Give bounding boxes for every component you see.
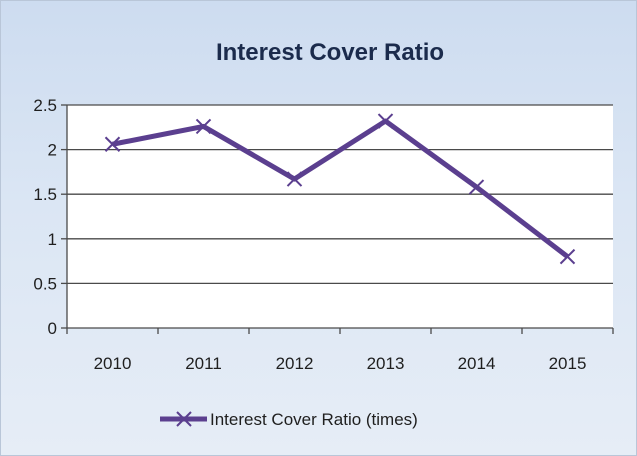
data-point-marker <box>468 179 485 195</box>
y-tick-label: 2 <box>48 141 57 160</box>
x-tick-label: 2012 <box>276 354 314 373</box>
x-tick-label: 2011 <box>185 354 222 373</box>
legend: Interest Cover Ratio (times) <box>160 410 418 429</box>
data-point-marker <box>377 113 394 129</box>
data-point-marker <box>559 248 576 265</box>
legend-marker-icon <box>176 411 192 427</box>
data-point-marker <box>104 136 121 152</box>
x-tick-label: 2015 <box>549 354 587 373</box>
x-tick-label: 2010 <box>94 354 132 373</box>
plot-background <box>67 105 613 328</box>
data-point-marker <box>195 118 212 135</box>
chart-title: Interest Cover Ratio <box>216 39 444 66</box>
y-tick-label: 1 <box>48 230 57 249</box>
y-tick-label: 2.5 <box>33 96 57 115</box>
data-point-marker <box>286 171 303 187</box>
y-tick-label: 0 <box>48 319 57 338</box>
y-tick-label: 1.5 <box>33 185 57 204</box>
legend-label: Interest Cover Ratio (times) <box>210 410 418 429</box>
y-tick-label: 0.5 <box>33 274 57 293</box>
series-line <box>112 118 570 259</box>
x-tick-label: 2014 <box>458 354 496 373</box>
plot-area: 0 0.5 1 1.5 2 2.5 2010 2011 2012 2013 2014 2015 <box>33 96 614 373</box>
x-tick-label: 2013 <box>367 354 405 373</box>
